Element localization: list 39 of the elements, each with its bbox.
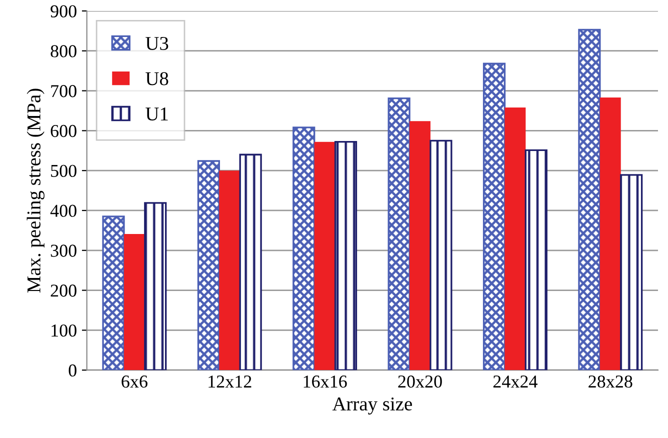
y-tick-label: 600 — [50, 124, 76, 138]
x-tick-label: 6x6 — [122, 376, 148, 388]
bar — [504, 108, 526, 370]
bar — [600, 98, 621, 370]
bar — [524, 149, 548, 370]
bar — [388, 98, 410, 370]
bar — [578, 28, 601, 370]
y-tick-label: 100 — [52, 324, 76, 337]
bar — [144, 202, 167, 370]
bar — [197, 160, 220, 370]
y-tick-label: 400 — [50, 204, 76, 217]
y-tick-label: 700 — [51, 85, 76, 98]
bar — [124, 234, 145, 370]
bar — [430, 140, 452, 370]
x-tick-label: 16x16 — [304, 376, 347, 388]
bar — [239, 154, 262, 370]
y-tick-label: 800 — [50, 45, 76, 58]
legend-label: U8 — [146, 72, 168, 86]
x-tick-label: 28x28 — [588, 375, 632, 388]
x-tick-label: 12x12 — [208, 376, 252, 388]
bar — [410, 121, 430, 370]
bar — [334, 141, 358, 370]
y-tick-label: 300 — [50, 244, 76, 257]
bar — [314, 142, 336, 370]
x-axis-title: Array size — [332, 397, 412, 415]
x-tick-label: 20x20 — [398, 375, 442, 388]
bar — [482, 62, 506, 370]
bar — [620, 174, 643, 370]
y-tick-label: 500 — [51, 164, 76, 178]
y-axis-title: Max. peeling stress (MPa) — [26, 88, 44, 293]
bar — [102, 216, 125, 370]
bar — [292, 126, 316, 370]
y-tick-label: 200 — [50, 284, 76, 297]
y-tick-label: 0 — [68, 364, 76, 377]
legend-label: U3 — [146, 36, 168, 50]
bar — [219, 170, 240, 370]
y-tick-label: 900 — [50, 5, 76, 18]
legend-label: U1 — [146, 108, 168, 121]
x-tick-label: 24x24 — [493, 376, 538, 388]
